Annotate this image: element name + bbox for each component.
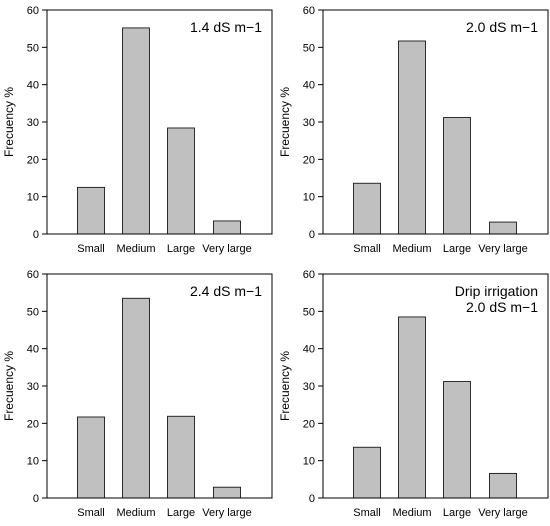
y-tick-label: 10 (303, 192, 315, 204)
y-tick-label: 0 (309, 493, 315, 505)
x-tick-label: Small (353, 507, 381, 519)
bar-small (353, 182, 381, 235)
y-tick-label: 20 (27, 418, 39, 430)
x-tick-label: Medium (392, 507, 431, 519)
y-tick-label: 60 (303, 5, 315, 17)
chart-panel-4: 0 10 20 30 40 50 60 Small Medium Large Very large F… (278, 269, 549, 519)
y-tick-label: 20 (27, 154, 39, 166)
chart-panel-1: 0 10 20 30 40 50 60 Small Medium Large Very large F… (2, 5, 273, 255)
y-tick-label: 10 (27, 192, 39, 204)
y-tick-label: 60 (27, 5, 39, 17)
y-tick-label: 30 (303, 381, 315, 393)
x-tick-label: Very large (478, 243, 528, 255)
y-axis-label: Frecuency % (278, 351, 292, 421)
x-tick-label: Medium (392, 243, 431, 255)
y-tick-label: 50 (303, 42, 315, 54)
x-tick-label: Very large (202, 243, 252, 255)
bar-very-large (489, 221, 517, 235)
chart-panel-3: 0 10 20 30 40 50 60 Small Medium Large Very large F… (2, 269, 273, 519)
x-tick-label: Small (353, 243, 381, 255)
panel-annotation: Drip irrigation (455, 283, 538, 299)
y-tick-label: 0 (33, 493, 39, 505)
y-tick-label: 10 (303, 456, 315, 468)
bar-small (77, 416, 105, 499)
y-tick-label: 30 (27, 117, 39, 129)
bar-large (167, 127, 195, 235)
y-tick-label: 0 (33, 229, 39, 241)
x-tick-label: Medium (116, 507, 155, 519)
bar-large (443, 381, 471, 499)
x-tick-label: Large (167, 507, 195, 519)
y-tick-label: 40 (303, 344, 315, 356)
y-tick-label: 50 (27, 306, 39, 318)
y-tick-label: 20 (303, 418, 315, 430)
y-tick-label: 30 (303, 117, 315, 129)
y-tick-label: 30 (27, 381, 39, 393)
y-tick-label: 60 (27, 269, 39, 281)
bar-very-large (489, 472, 517, 499)
x-tick-label: Large (167, 243, 195, 255)
y-axis-label: Frecuency % (278, 87, 292, 157)
panel-annotation: 2.0 dS m−1 (466, 299, 538, 315)
y-axis-label: Frecuency % (2, 87, 16, 157)
bar-large (167, 415, 195, 499)
y-tick-label: 50 (303, 306, 315, 318)
bar-small (353, 446, 381, 499)
bar-very-large (213, 220, 241, 235)
x-tick-label: Very large (478, 507, 528, 519)
x-tick-label: Large (443, 507, 471, 519)
bar-small (77, 186, 105, 235)
chart-panel-2: 0 10 20 30 40 50 60 Small Medium Large Very large F… (278, 5, 549, 255)
x-tick-label: Very large (202, 507, 252, 519)
panel-annotation: 2.4 dS m−1 (190, 283, 262, 299)
bar-large (443, 117, 471, 235)
y-axis-label: Frecuency % (2, 351, 16, 421)
panel-annotation: 1.4 dS m−1 (190, 19, 262, 35)
bar-medium (122, 297, 150, 499)
x-tick-label: Large (443, 243, 471, 255)
x-tick-label: Medium (116, 243, 155, 255)
panel-annotation: 2.0 dS m−1 (466, 19, 538, 35)
x-tick-label: Small (77, 507, 105, 519)
y-tick-label: 50 (27, 42, 39, 54)
y-tick-label: 40 (303, 80, 315, 92)
y-tick-label: 10 (27, 456, 39, 468)
y-tick-label: 60 (303, 269, 315, 281)
y-tick-label: 40 (27, 344, 39, 356)
bar-medium (398, 316, 426, 499)
bar-medium (398, 40, 426, 235)
bar-very-large (213, 486, 241, 499)
y-tick-label: 20 (303, 154, 315, 166)
x-tick-label: Small (77, 243, 105, 255)
y-tick-label: 40 (27, 80, 39, 92)
y-tick-label: 0 (309, 229, 315, 241)
bar-medium (122, 27, 150, 235)
